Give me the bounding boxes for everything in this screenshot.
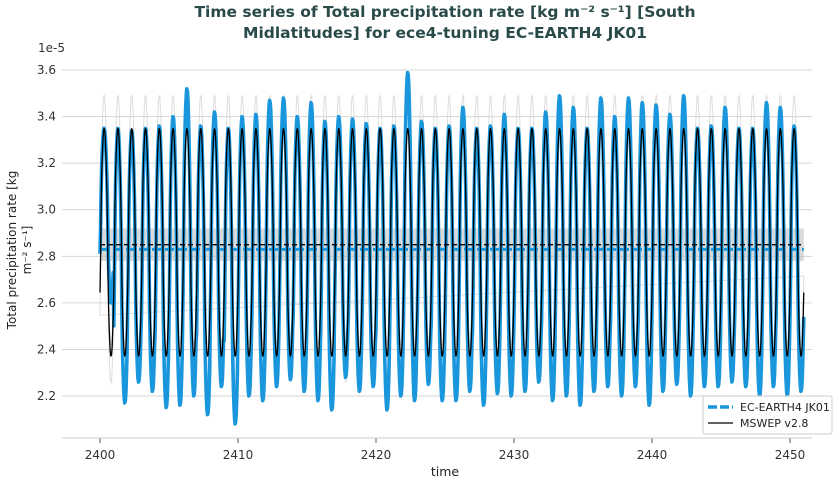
y-tick-label: 3.0: [37, 203, 56, 217]
y-axis-ticks: 2.2 2.4 2.6 2.8 3.0 3.2 3.4 3.6: [37, 63, 56, 403]
chart-title-line2: Midlatitudes] for ece4-tuning EC-EARTH4 …: [243, 24, 647, 42]
legend-label-ec-earth: EC-EARTH4 JK01: [740, 401, 830, 414]
y-tick-label: 2.8: [37, 249, 56, 263]
chart-title-line1: Time series of Total precipitation rate …: [194, 3, 695, 21]
plot-area: [98, 70, 806, 426]
y-tick-label: 2.4: [37, 342, 56, 356]
legend: EC-EARTH4 JK01 MSWEP v2.8: [702, 395, 833, 435]
y-tick-label: 2.2: [37, 389, 56, 403]
x-axis-ticks: 2400 2410 2420 2430 2440 2450: [85, 438, 806, 462]
x-tick-label: 2430: [499, 448, 530, 462]
y-axis-label-line1: Total precipitation rate [kg: [5, 171, 19, 331]
x-tick-label: 2410: [223, 448, 254, 462]
x-tick-label: 2450: [775, 448, 806, 462]
y-axis-label-line2: m⁻² s⁻¹]: [20, 226, 34, 275]
x-tick-label: 2420: [361, 448, 392, 462]
legend-label-mswep: MSWEP v2.8: [740, 417, 808, 430]
y-tick-label: 3.2: [37, 156, 56, 170]
y-tick-label: 3.6: [37, 63, 56, 77]
y-tick-label: 3.4: [37, 110, 56, 124]
mswep-line: [99, 128, 805, 357]
x-tick-label: 2440: [637, 448, 668, 462]
y-tick-label: 2.6: [37, 296, 56, 310]
x-axis-label: time: [431, 464, 460, 479]
y-scale-label: 1e-5: [38, 41, 65, 55]
x-tick-label: 2400: [85, 448, 116, 462]
